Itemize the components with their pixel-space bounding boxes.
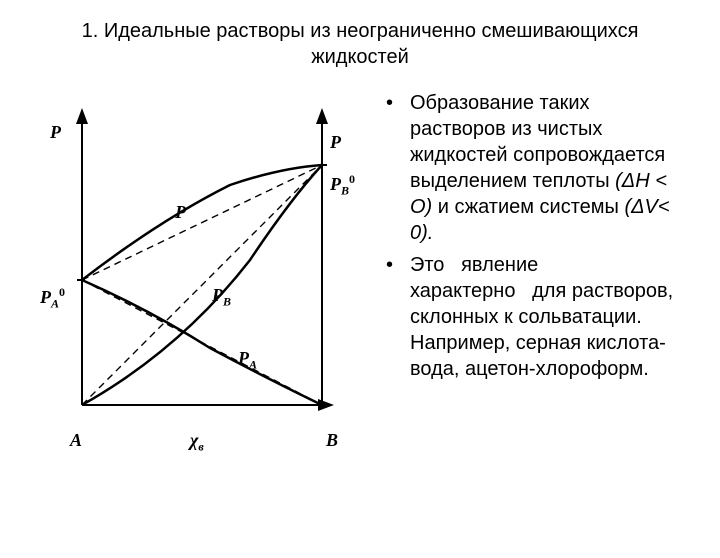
- content-row: PPχвABPA0PB0PPBPA • Образование таких ра…: [0, 90, 720, 450]
- diagram-label: PA0: [40, 285, 65, 312]
- bullet-item: • Образование таких растворов из чистых …: [380, 90, 690, 246]
- diagram-label: P: [330, 132, 341, 153]
- page-title: 1. Идеальные растворы из неограниченно с…: [40, 18, 680, 70]
- diagram-label: A: [70, 430, 82, 451]
- diagram-label: P: [50, 122, 61, 143]
- bullet-marker: •: [380, 252, 410, 382]
- diagram-label: PA: [238, 348, 257, 373]
- diagram-label: B: [326, 430, 338, 451]
- diagram-label: PB: [212, 285, 231, 310]
- diagram-label: PB0: [330, 172, 355, 199]
- bullet-list: • Образование таких растворов из чистых …: [370, 90, 690, 450]
- bullet-text: Образование таких растворов из чистых жи…: [410, 90, 690, 246]
- bullet-text: Это явление характерно для растворов, ск…: [410, 252, 690, 382]
- bullet-item: • Это явление характерно для растворов, …: [380, 252, 690, 382]
- diagram-label: χв: [190, 430, 204, 455]
- diagram-label: P: [175, 202, 186, 223]
- bullet-marker: •: [380, 90, 410, 246]
- phase-diagram: PPχвABPA0PB0PPBPA: [30, 90, 370, 450]
